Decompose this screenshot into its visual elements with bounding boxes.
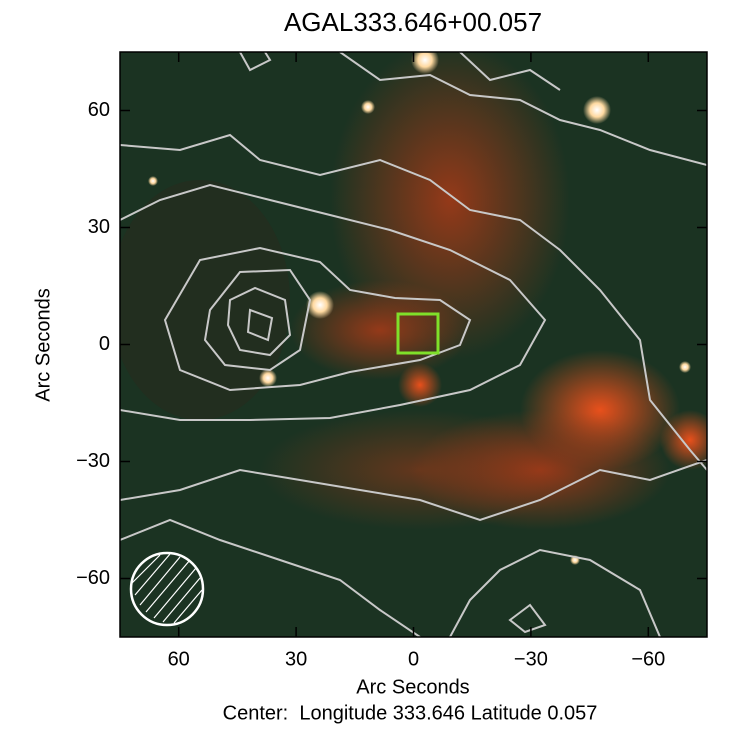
- sky-image: [120, 52, 707, 637]
- y-tick-label: −60: [76, 567, 110, 589]
- x-tick-label: 30: [285, 648, 307, 670]
- x-tick-label: −60: [631, 648, 665, 670]
- x-axis-label: Arc Seconds: [356, 676, 469, 698]
- y-tick-label: 60: [88, 99, 110, 121]
- x-tick-label: −30: [514, 648, 548, 670]
- caption: Center: Longitude 333.646 Latitude 0.057: [223, 702, 598, 724]
- x-tick-label: 60: [168, 648, 190, 670]
- chart-title: AGAL333.646+00.057: [284, 7, 542, 37]
- y-tick-label: −30: [76, 450, 110, 472]
- y-tick-label: 30: [88, 216, 110, 238]
- y-axis-label: Arc Seconds: [32, 288, 54, 401]
- x-tick-label: 0: [408, 648, 419, 670]
- y-tick-label: 0: [99, 333, 110, 355]
